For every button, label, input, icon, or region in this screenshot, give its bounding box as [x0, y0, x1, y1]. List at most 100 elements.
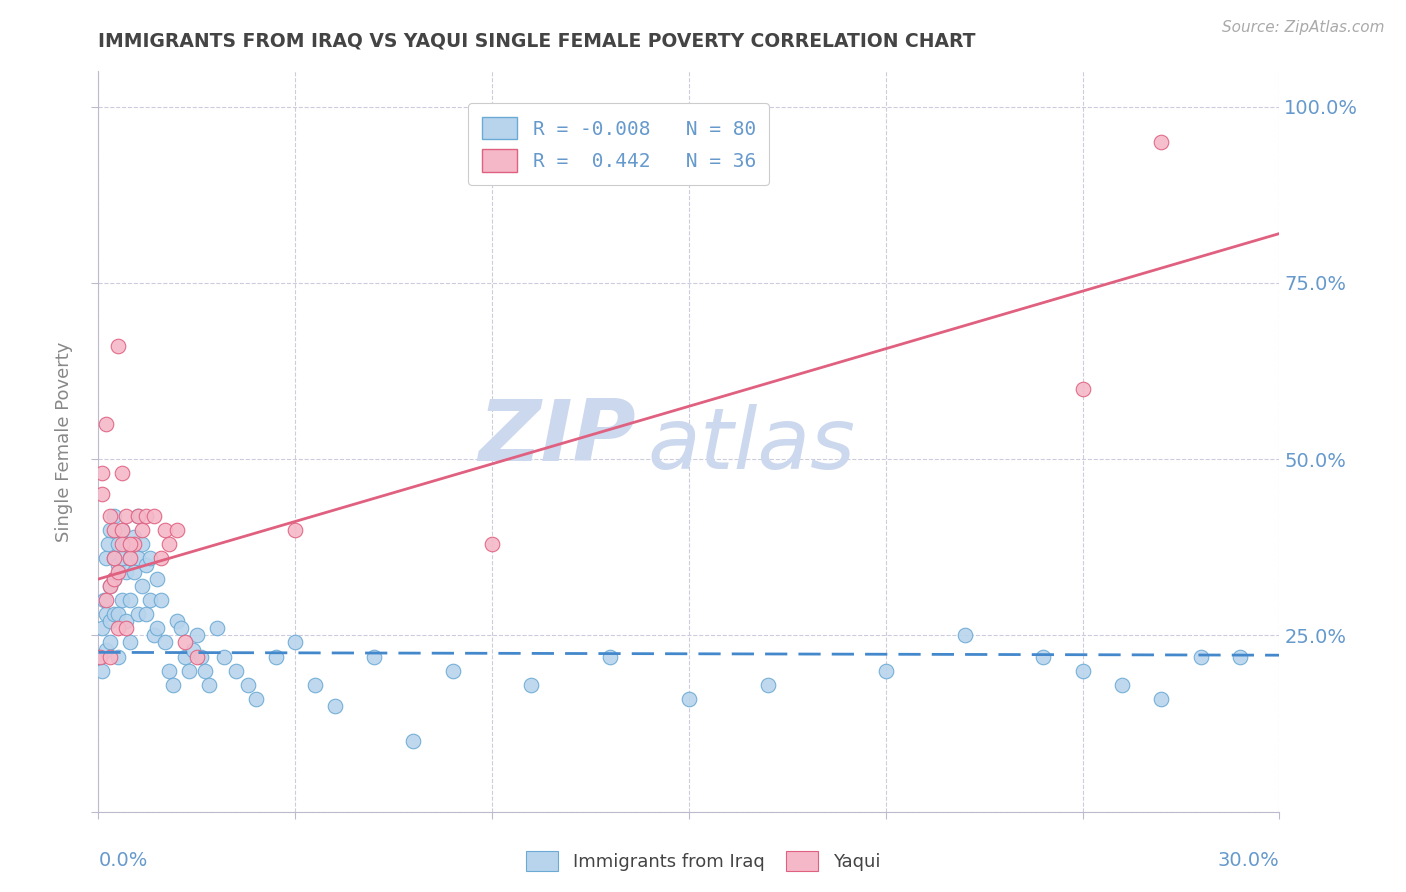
Point	[441, 664, 464, 678]
Point	[111, 467, 134, 481]
Point	[91, 664, 114, 678]
Point	[1071, 664, 1094, 678]
Point	[481, 537, 503, 551]
Point	[181, 642, 204, 657]
Point	[118, 550, 141, 565]
Point	[89, 649, 111, 664]
Text: ZIP: ZIP	[478, 396, 636, 479]
Point	[127, 607, 149, 622]
Point	[284, 523, 307, 537]
Point	[91, 621, 114, 635]
Point	[103, 572, 125, 586]
Point	[166, 615, 188, 629]
Point	[96, 593, 118, 607]
Point	[155, 635, 177, 649]
Point	[98, 579, 121, 593]
Point	[98, 615, 121, 629]
Point	[1150, 692, 1173, 706]
Point	[97, 537, 120, 551]
Point	[96, 607, 118, 622]
Point	[103, 523, 125, 537]
Y-axis label: Single Female Poverty: Single Female Poverty	[55, 342, 73, 541]
Point	[194, 664, 217, 678]
Point	[118, 537, 141, 551]
Point	[264, 649, 287, 664]
Legend: R = -0.008   N = 80, R =  0.442   N = 36: R = -0.008 N = 80, R = 0.442 N = 36	[468, 103, 769, 186]
Point	[402, 734, 425, 748]
Point	[89, 649, 111, 664]
Point	[127, 508, 149, 523]
Point	[323, 698, 346, 713]
Point	[96, 417, 118, 431]
Point	[98, 579, 121, 593]
Point	[122, 537, 145, 551]
Point	[91, 487, 114, 501]
Point	[142, 508, 165, 523]
Point	[93, 593, 115, 607]
Point	[118, 550, 141, 565]
Point	[284, 635, 307, 649]
Point	[1229, 649, 1251, 664]
Point	[111, 523, 134, 537]
Point	[103, 607, 125, 622]
Point	[122, 530, 145, 544]
Text: atlas: atlas	[648, 404, 856, 487]
Point	[177, 664, 200, 678]
Point	[155, 523, 177, 537]
Point	[98, 649, 121, 664]
Text: Source: ZipAtlas.com: Source: ZipAtlas.com	[1222, 20, 1385, 35]
Point	[131, 537, 153, 551]
Point	[115, 621, 138, 635]
Text: 30.0%: 30.0%	[1218, 851, 1279, 870]
Point	[115, 537, 138, 551]
Point	[96, 550, 118, 565]
Point	[1111, 678, 1133, 692]
Point	[197, 678, 219, 692]
Point	[190, 649, 212, 664]
Point	[166, 523, 188, 537]
Point	[118, 593, 141, 607]
Point	[138, 550, 160, 565]
Point	[142, 628, 165, 642]
Point	[103, 508, 125, 523]
Point	[131, 523, 153, 537]
Point	[122, 565, 145, 579]
Point	[225, 664, 247, 678]
Point	[115, 565, 138, 579]
Point	[174, 635, 197, 649]
Point	[135, 508, 157, 523]
Point	[107, 565, 129, 579]
Point	[157, 537, 180, 551]
Point	[150, 550, 173, 565]
Point	[953, 628, 976, 642]
Point	[127, 508, 149, 523]
Point	[186, 649, 208, 664]
Point	[111, 593, 134, 607]
Point	[170, 621, 193, 635]
Point	[111, 550, 134, 565]
Point	[1071, 382, 1094, 396]
Point	[304, 678, 326, 692]
Point	[138, 593, 160, 607]
Point	[756, 678, 779, 692]
Point	[98, 635, 121, 649]
Point	[98, 508, 121, 523]
Point	[96, 642, 118, 657]
Point	[245, 692, 267, 706]
Point	[107, 607, 129, 622]
Legend: Immigrants from Iraq, Yaqui: Immigrants from Iraq, Yaqui	[519, 844, 887, 879]
Point	[146, 572, 169, 586]
Point	[131, 579, 153, 593]
Point	[107, 558, 129, 572]
Point	[1150, 135, 1173, 149]
Point	[214, 649, 236, 664]
Text: 0.0%: 0.0%	[98, 851, 148, 870]
Point	[157, 664, 180, 678]
Point	[103, 550, 125, 565]
Point	[174, 649, 197, 664]
Point	[103, 572, 125, 586]
Point	[98, 523, 121, 537]
Point	[150, 593, 173, 607]
Point	[205, 621, 228, 635]
Point	[115, 615, 138, 629]
